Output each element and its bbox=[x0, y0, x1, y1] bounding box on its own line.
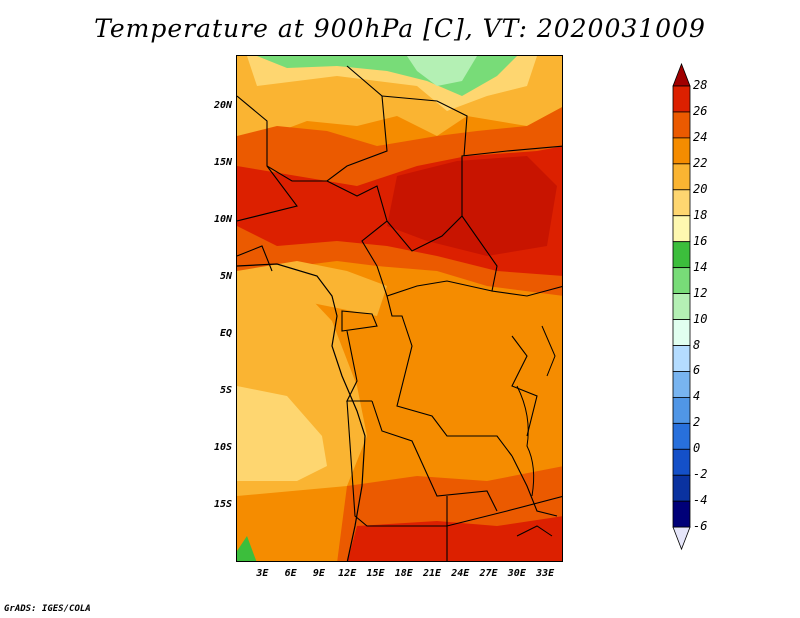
lon-label: 24E bbox=[451, 568, 470, 579]
colorbar-box bbox=[672, 500, 691, 528]
lat-label: 5N bbox=[219, 271, 232, 283]
lon-label: 30E bbox=[507, 568, 526, 579]
colorbar-box bbox=[672, 215, 691, 243]
country-borders bbox=[237, 65, 562, 561]
temp-field-14-corner bbox=[237, 536, 257, 561]
lat-label: 5S bbox=[219, 385, 232, 397]
chart-title: Temperature at 900hPa [C], VT: 202003100… bbox=[94, 14, 706, 43]
colorbar-label: -4 bbox=[693, 493, 708, 508]
coastlines bbox=[237, 263, 556, 561]
colorbar-label: 22 bbox=[693, 155, 708, 170]
colorbar-label: 26 bbox=[693, 103, 708, 118]
colorbar-box bbox=[672, 396, 691, 424]
lon-label: 9E bbox=[312, 568, 325, 579]
temp-field-26-south bbox=[347, 516, 562, 561]
lon-label: 15E bbox=[366, 568, 385, 579]
colorbar-box bbox=[672, 267, 691, 294]
colorbar-label: 0 bbox=[693, 441, 701, 456]
colorbar-box bbox=[672, 474, 691, 502]
temperature-map bbox=[236, 55, 563, 562]
credit-text: GrADS: IGES/COLA bbox=[4, 604, 91, 614]
colorbar-box bbox=[672, 371, 691, 398]
colorbar-box bbox=[672, 85, 691, 113]
colorbar-box bbox=[672, 163, 691, 191]
colorbar-label: -2 bbox=[693, 467, 708, 482]
colorbar-label: 2 bbox=[693, 415, 701, 430]
lat-label: 10N bbox=[213, 214, 232, 226]
lat-label: EQ bbox=[219, 328, 232, 340]
lon-label: 33E bbox=[536, 568, 555, 579]
lon-label: 3E bbox=[256, 568, 269, 579]
lat-label: 15S bbox=[213, 499, 232, 511]
colorbar-box bbox=[672, 319, 691, 346]
map-canvas bbox=[237, 56, 562, 561]
colorbar-box bbox=[672, 293, 691, 320]
colorbar-label: 10 bbox=[693, 311, 708, 326]
temp-field-18-ocean bbox=[237, 386, 327, 481]
lat-label: 15N bbox=[213, 157, 232, 169]
colorbar-label: -6 bbox=[693, 519, 708, 534]
colorbar-box bbox=[672, 345, 691, 372]
lon-label: 12E bbox=[338, 568, 357, 579]
lat-label: 10S bbox=[213, 442, 232, 454]
lon-label: 6E bbox=[284, 568, 297, 579]
colorbar-label: 8 bbox=[693, 337, 701, 352]
colorbar-label: 18 bbox=[693, 207, 708, 222]
lon-label: 27E bbox=[479, 568, 498, 579]
colorbar-label: 16 bbox=[693, 233, 708, 248]
colorbar-label: 24 bbox=[693, 129, 708, 144]
temp-field-20-coast bbox=[237, 261, 387, 316]
colorbar-box bbox=[672, 189, 691, 217]
colorbar-label: 6 bbox=[693, 363, 701, 378]
colorbar-box bbox=[672, 241, 691, 269]
temp-field-28-sahel bbox=[387, 156, 557, 256]
colorbar-label: 20 bbox=[693, 181, 708, 196]
colorbar-box bbox=[672, 422, 691, 450]
colorbar-label: 12 bbox=[693, 285, 708, 300]
lon-label: 18E bbox=[394, 568, 413, 579]
colorbar-label: 4 bbox=[693, 389, 701, 404]
colorbar-box bbox=[672, 111, 691, 139]
colorbar-box bbox=[672, 137, 691, 165]
colorbar-label: 28 bbox=[693, 78, 708, 92]
temp-field-10-north bbox=[407, 56, 477, 86]
colorbar-bottom-arrow bbox=[672, 526, 691, 551]
colorbar-label: 14 bbox=[693, 259, 708, 274]
colorbar-top-arrow bbox=[672, 62, 691, 87]
lat-label: 20N bbox=[213, 100, 232, 112]
colorbar-box bbox=[672, 448, 691, 476]
lon-label: 21E bbox=[422, 568, 442, 579]
